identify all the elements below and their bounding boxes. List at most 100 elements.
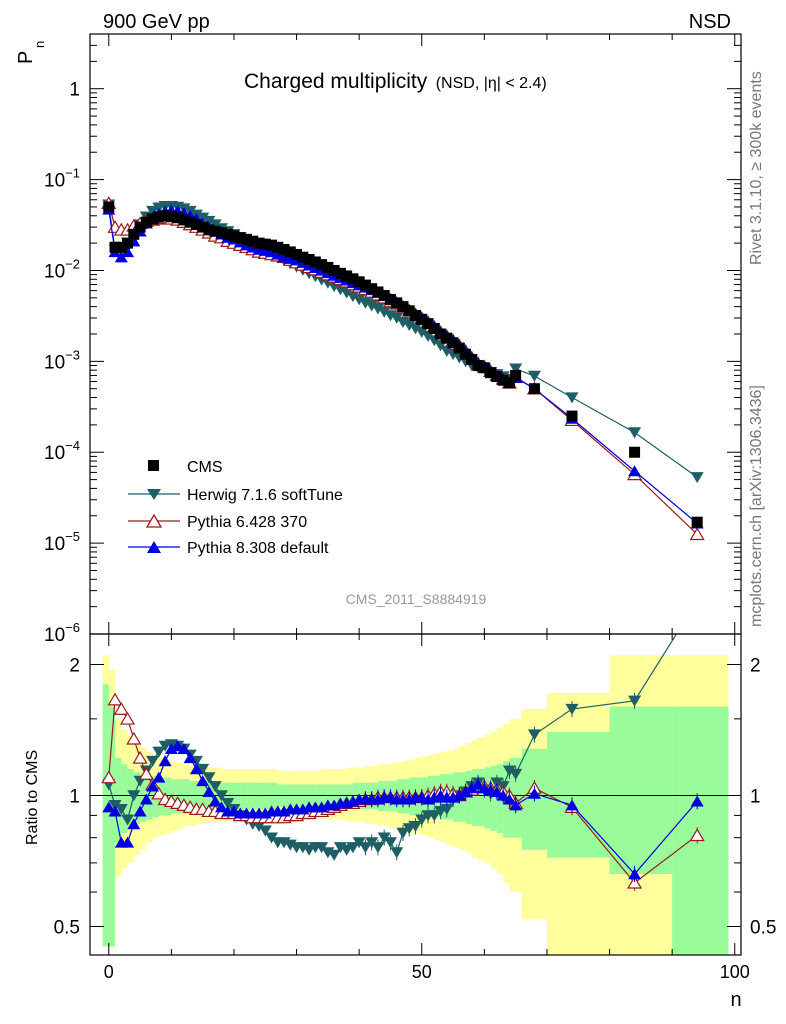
band-inner: [165, 777, 172, 816]
ratio-y-tick-label-left: 1: [69, 786, 80, 807]
ratio-point-pythia6: [113, 701, 129, 715]
point-cms: [478, 362, 490, 374]
ratio-point-herwig: [265, 832, 279, 844]
plot-title-main: Charged multiplicity: [244, 70, 428, 93]
band-inner: [190, 780, 197, 814]
point-cms: [353, 276, 365, 288]
point-cms: [384, 293, 396, 305]
ratio-point-pythia8: [490, 785, 504, 797]
ratio-point-herwig: [628, 695, 642, 707]
point-herwig: [396, 316, 410, 329]
point-cms: [178, 214, 190, 226]
point-cms: [503, 377, 515, 389]
band-inner: [672, 706, 729, 955]
legend-entry-herwig: Herwig 7.1.6 softTune: [128, 487, 343, 504]
ratio-point-pythia8: [471, 778, 485, 790]
point-herwig: [208, 219, 222, 231]
band-inner: [215, 780, 222, 812]
point-cms: [247, 235, 259, 247]
point-cms: [629, 446, 641, 458]
point-cms: [460, 348, 472, 360]
band-inner: [490, 765, 497, 831]
ratio-point-pythia8: [527, 787, 541, 799]
legend-marker-triangle-up: [147, 541, 161, 553]
band-inner: [133, 772, 141, 824]
ratio-point-herwig: [258, 825, 272, 837]
x-axis-label: n: [730, 989, 741, 1011]
analysis-watermark: CMS_2011_S8884919: [346, 591, 487, 607]
point-cms: [422, 318, 434, 330]
rivet-version-text: Rivet 3.1.10, ≥ 300k events: [748, 71, 765, 265]
series-line-pythia6: [108, 203, 698, 535]
point-herwig: [365, 300, 379, 312]
ratio-point-herwig: [127, 790, 141, 802]
mcplots-reference-text: mcplots.cern.ch [arXiv:1306.3436]: [748, 385, 765, 627]
point-herwig: [409, 323, 422, 335]
point-cms: [366, 283, 378, 295]
point-cms: [472, 360, 484, 372]
point-cms: [347, 273, 359, 285]
band-inner: [484, 767, 491, 829]
ratio-point-pythia8: [102, 801, 116, 813]
band-inner: [478, 769, 485, 827]
legend-label-pythia6: Pythia 6.428 370: [187, 514, 307, 531]
point-herwig: [390, 312, 404, 324]
point-cms: [403, 305, 415, 317]
ratio-point-pythia8: [164, 742, 178, 755]
point-cms: [309, 256, 321, 268]
band-inner: [546, 731, 610, 858]
header-left-label: 900 GeV pp: [103, 11, 210, 33]
ratio-plot-frame: [89, 633, 742, 956]
ratio-point-pythia8: [152, 771, 166, 783]
band-inner: [102, 684, 109, 947]
band-inner: [609, 706, 673, 875]
y-axis-label-ratio: Ratio to CMS: [24, 750, 41, 845]
point-cms: [278, 244, 290, 256]
point-cms: [209, 225, 221, 237]
point-herwig: [527, 370, 541, 382]
point-cms: [297, 251, 309, 263]
point-herwig: [346, 291, 360, 303]
ratio-point-pythia8: [565, 799, 579, 811]
ratio-point-pythia8: [202, 785, 216, 797]
point-cms: [115, 241, 127, 253]
band-inner: [146, 775, 153, 820]
point-cms: [203, 224, 215, 236]
ratio-point-herwig: [346, 842, 360, 854]
ratio-point-pythia8: [177, 742, 191, 755]
point-cms: [528, 383, 540, 395]
point-cms: [128, 228, 140, 240]
point-cms: [190, 219, 202, 231]
y-axis-label-top-sub: n: [32, 41, 47, 48]
point-cms: [222, 228, 234, 240]
ratio-point-herwig: [527, 729, 541, 741]
band-inner: [471, 769, 479, 827]
band-inner: [196, 780, 203, 812]
point-cms: [341, 270, 353, 282]
band-inner: [171, 779, 178, 814]
point-cms: [391, 297, 403, 309]
ratio-y-tick-label-right: 1: [750, 786, 761, 807]
ratio-point-pythia8: [121, 836, 135, 848]
legend-entry-pythia6: Pythia 6.428 370: [128, 513, 307, 531]
ratio-point-herwig: [208, 781, 222, 793]
band-inner: [177, 779, 184, 814]
point-cms: [510, 369, 522, 381]
point-cms: [566, 410, 578, 422]
ratio-point-pythia8: [465, 782, 479, 794]
ratio-point-pythia8: [158, 755, 172, 767]
ratio-point-pythia6: [132, 750, 148, 764]
legend-entry-pythia8: Pythia 8.308 default: [128, 540, 329, 557]
ratio-point-pythia6: [126, 731, 142, 745]
ratio-point-herwig: [415, 814, 429, 826]
series-line-pythia8: [108, 209, 698, 524]
point-cms: [334, 267, 346, 279]
ratio-point-herwig: [315, 842, 329, 854]
point-cms: [184, 216, 196, 228]
point-cms: [441, 332, 453, 344]
point-cms: [140, 216, 152, 228]
y-tick-label: 10−2: [44, 256, 80, 282]
ratio-point-herwig: [502, 765, 516, 777]
ratio-point-pythia6: [689, 828, 705, 842]
band-inner: [121, 764, 128, 833]
